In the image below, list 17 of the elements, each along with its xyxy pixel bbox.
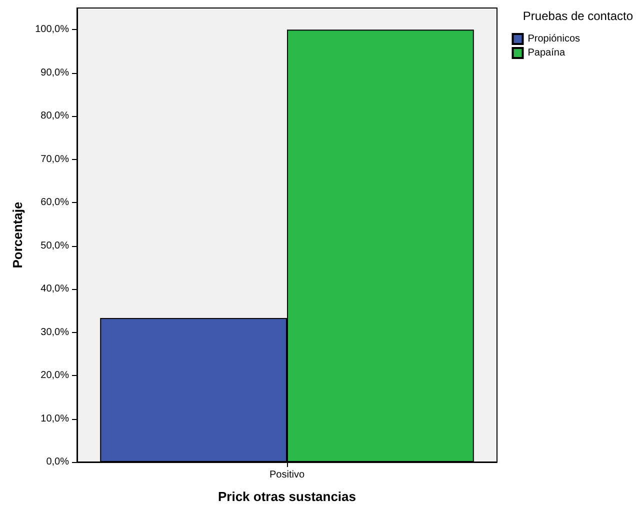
legend-label: Papaína — [528, 48, 566, 58]
y-tick-label: 10,0% — [40, 413, 70, 424]
y-tick-label: 40,0% — [40, 284, 70, 295]
y-tick-label: 0,0% — [46, 456, 70, 468]
x-axis-title: Prick otras sustancias — [218, 489, 356, 504]
x-tick-label: Positivo — [269, 470, 305, 480]
y-tick-label: 30,0% — [40, 326, 70, 338]
y-tick-label: 70,0% — [40, 154, 70, 165]
y-tick-label: 20,0% — [40, 370, 70, 382]
legend-label: Propiónicos — [528, 34, 580, 44]
y-tick-label: 60,0% — [40, 197, 70, 208]
y-tick-label: 100,0% — [35, 24, 70, 36]
y-tick-label: 80,0% — [40, 110, 70, 122]
legend-title: Pruebas de contacto — [522, 9, 634, 23]
y-tick-label: 90,0% — [40, 67, 70, 78]
y-axis-title: Porcentaje — [10, 202, 26, 268]
y-tick-label: 50,0% — [40, 240, 70, 252]
